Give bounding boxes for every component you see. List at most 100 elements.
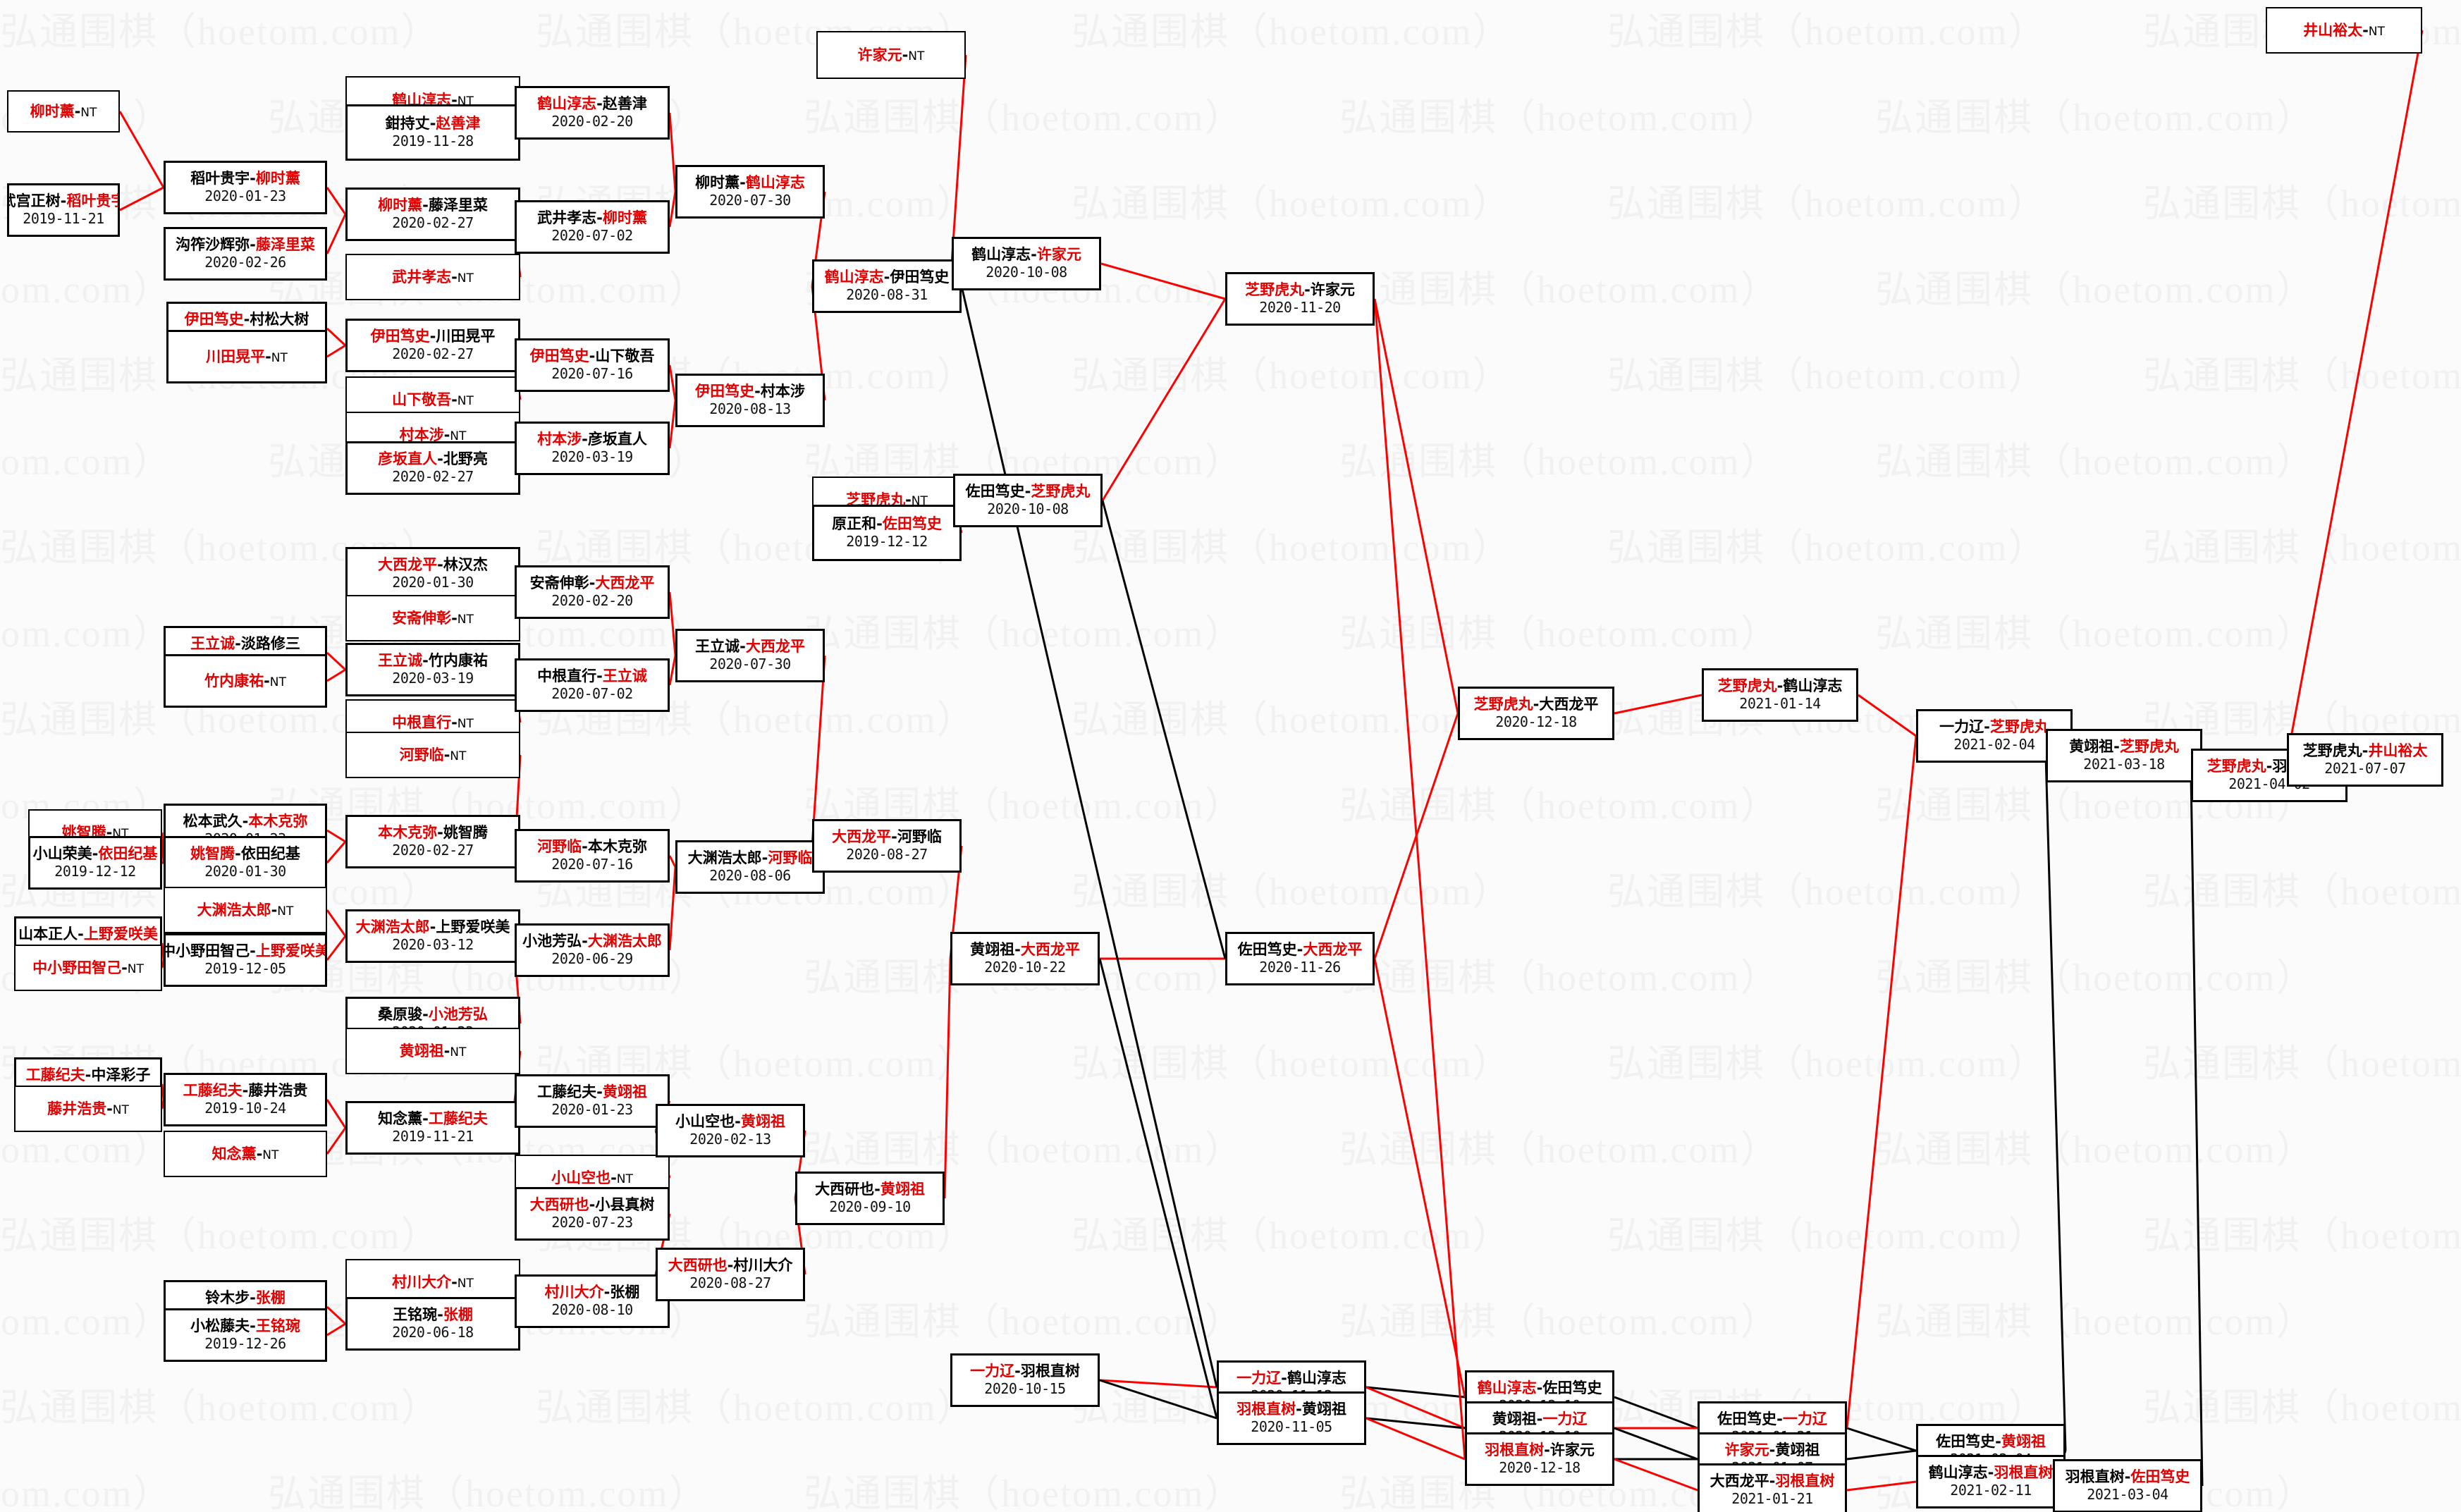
match-node[interactable]: 柳时薰-藤泽里菜 2020-02-27 [345, 188, 520, 241]
match-node[interactable]: 河野临-NT [345, 732, 520, 778]
player-two: 许家元 [1036, 246, 1081, 264]
match-node[interactable]: 小池芳弘-大渊浩太郎 2020-06-29 [515, 923, 670, 977]
match-node[interactable]: 工藤纪夫-藤井浩贵 2019-10-24 [164, 1073, 327, 1126]
match-players: 小山空也-NT [551, 1169, 633, 1187]
match-players: 伊田笃史-川田晃平 [371, 328, 496, 345]
match-node[interactable]: 彦坂直人-北野亮 2020-02-27 [345, 441, 520, 495]
match-node[interactable]: 大西研也-小县真树 2020-07-23 [515, 1187, 670, 1241]
match-date: 2019-12-05 [204, 960, 286, 978]
match-node[interactable]: 羽根直树-黄翊祖 2020-11-05 [1217, 1391, 1366, 1445]
match-node[interactable]: 小松藤夫-王铭琬 2019-12-26 [164, 1308, 327, 1362]
match-node[interactable]: 藤井浩贵-NT [14, 1086, 162, 1132]
match-node[interactable]: 芝野虎丸-鹤山淳志 2021-01-14 [1702, 668, 1858, 722]
bracket-edge [161, 1083, 165, 1100]
match-node[interactable]: 黄翊祖-芝野虎丸 2021-03-18 [2046, 729, 2202, 782]
player-one: 工藤纪夫 [25, 1067, 85, 1084]
match-node[interactable]: 一力辽-羽根直树 2020-10-15 [950, 1353, 1100, 1407]
match-node[interactable]: 芝野虎丸-井山裕太 2021-07-07 [2287, 733, 2443, 787]
player-one: 中根直行 [537, 668, 597, 685]
match-node[interactable]: 沟筰沙辉弥-藤泽里菜 2020-02-26 [164, 227, 327, 281]
match-node[interactable]: 鉗持丈-赵善津 2019-11-28 [345, 104, 520, 161]
match-node[interactable]: 一力辽-芝野虎丸 2021-02-04 [1916, 709, 2073, 763]
match-node[interactable]: 中根直行-王立诚 2020-07-02 [515, 658, 670, 712]
match-node[interactable]: 川田晃平-NT [166, 330, 327, 383]
player-two: 鹤山淳志 [745, 174, 805, 192]
match-node[interactable]: 佐田笃史-大西龙平 2020-11-26 [1225, 932, 1375, 985]
match-node[interactable]: 芝野虎丸-大西龙平 2020-12-18 [1458, 687, 1614, 740]
player-one: 鹤山淳志 [824, 269, 884, 286]
match-node[interactable]: 本木克弥-姚智腾 2020-02-27 [345, 815, 520, 868]
match-node[interactable]: 村川大介-张棚 2020-08-10 [515, 1274, 670, 1328]
match-players: 佐田笃史-大西龙平 [1238, 941, 1363, 959]
match-node[interactable]: 小山空也-黄翊祖 2020-02-13 [656, 1104, 805, 1157]
match-node[interactable]: 大西龙平-羽根直树 2021-01-21 [1698, 1463, 1847, 1512]
match-node[interactable]: 大西龙平-河野临 2020-08-27 [812, 819, 962, 873]
match-node[interactable]: 许家元-NT [816, 31, 966, 79]
match-players: 武宫正树-稻叶贵宇 [9, 192, 118, 210]
match-node[interactable]: 佐田笃史-芝野虎丸 2020-10-08 [953, 474, 1103, 527]
match-node[interactable]: 村本涉-彦坂直人 2020-03-19 [515, 422, 670, 475]
match-node[interactable]: 鹤山淳志-许家元 2020-10-08 [952, 237, 1101, 290]
player-two: NT [457, 612, 474, 627]
match-node[interactable]: 王立诚-大西龙平 2020-07-30 [675, 629, 825, 682]
separator: - [2266, 758, 2273, 775]
match-node[interactable]: 小山荣美-依田纪基 2019-12-12 [28, 836, 162, 890]
match-node[interactable]: 鹤山淳志-羽根直树 2021-02-11 [1916, 1455, 2066, 1508]
match-node[interactable]: 黄翊祖-大西龙平 2020-10-22 [950, 932, 1100, 985]
match-players: 黄翊祖-一力辽 [1492, 1410, 1588, 1428]
match-node[interactable]: 伊田笃史-川田晃平 2020-02-27 [345, 319, 520, 372]
separator: - [242, 813, 249, 830]
match-players: 中小野田智己-NT [32, 959, 144, 977]
separator: - [121, 959, 128, 976]
match-node[interactable]: 黄翊祖-NT [345, 1028, 520, 1074]
match-node[interactable]: 原正和-佐田笃史 2019-12-12 [812, 505, 962, 561]
match-node[interactable]: 大西研也-村川大介 2020-08-27 [656, 1248, 805, 1301]
match-node[interactable]: 武井孝志-NT [345, 254, 520, 300]
match-players: 鉗持丈-赵善津 [386, 115, 481, 133]
match-node[interactable]: 大渊浩太郎-河野临 2020-08-06 [675, 840, 825, 894]
match-node[interactable]: 伊田笃史-山下敬吾 2020-07-16 [515, 338, 670, 392]
match-node[interactable]: 知念薰-工藤纪夫 2019-11-21 [345, 1101, 520, 1155]
match-node[interactable]: 大渊浩太郎-上野爱咲美 2020-03-12 [345, 909, 520, 963]
match-node[interactable]: 柳时薰-鹤山淳志 2020-07-30 [675, 165, 825, 219]
match-node[interactable]: 知念薰-NT [164, 1131, 327, 1177]
match-node[interactable]: 姚智腾-依田纪基 2020-01-30 [164, 836, 327, 890]
match-node[interactable]: 井山裕太-NT [2266, 7, 2422, 54]
match-node[interactable]: 河野临-本木克弥 2020-07-16 [515, 829, 670, 883]
player-one: 柳时薰 [378, 197, 423, 214]
match-node[interactable]: 羽根直树-佐田笃史 2021-03-04 [2053, 1459, 2202, 1512]
match-node[interactable]: 伊田笃史-村本涉 2020-08-13 [675, 374, 825, 427]
match-node[interactable]: 安斋伸彰-大西龙平 2020-02-20 [515, 565, 670, 619]
match-players: 松本武久-本木克弥 [183, 813, 308, 830]
match-node[interactable]: 大渊浩太郎-NT [164, 887, 327, 933]
match-node[interactable]: 鹤山淳志-伊田笃史 2020-08-31 [812, 259, 962, 313]
separator: - [422, 652, 429, 670]
bracket-edge [1373, 298, 1466, 1460]
match-node[interactable]: 芝野虎丸-许家元 2020-11-20 [1225, 272, 1375, 326]
match-node[interactable]: 大西研也-黄翊祖 2020-09-10 [795, 1172, 945, 1225]
match-node[interactable]: 稻叶贵宇-柳时薰 2020-01-23 [164, 161, 327, 214]
match-node[interactable]: 大西龙平-林汉杰 2020-01-30 [345, 547, 520, 601]
separator: - [876, 515, 883, 533]
match-node[interactable]: 中小野田智己-上野爱咲美 2019-12-05 [164, 933, 327, 987]
match-node[interactable]: 羽根直树-许家元 2020-12-18 [1465, 1432, 1614, 1486]
bracket-edge [161, 942, 165, 961]
match-node[interactable]: 竹内康祐-NT [164, 654, 327, 708]
bracket-edge [1614, 1458, 1698, 1492]
player-one: 中小野田智己 [32, 959, 122, 976]
match-node[interactable]: 安斋伸彰-NT [345, 595, 520, 641]
match-node[interactable]: 工藤纪夫-黄翊祖 2020-01-23 [515, 1074, 670, 1128]
separator: - [589, 574, 596, 592]
match-players: 工藤纪夫-黄翊祖 [537, 1083, 647, 1101]
player-one: 大西研也 [815, 1181, 875, 1198]
match-node[interactable]: 中小野田智己-NT [14, 945, 162, 991]
player-one: 桑原骏 [378, 1006, 423, 1024]
match-node[interactable]: 王铭琬-张棚 2020-06-18 [345, 1297, 520, 1351]
match-node[interactable]: 武井孝志-柳时薰 2020-07-02 [515, 200, 670, 254]
match-node[interactable]: 武宫正树-稻叶贵宇 2019-11-21 [7, 183, 120, 237]
match-node[interactable]: 鹤山淳志-赵善津 2020-02-20 [515, 86, 670, 140]
match-node[interactable]: 王立诚-竹内康祐 2020-03-19 [345, 643, 520, 696]
match-node[interactable]: 柳时薰-NT [7, 90, 120, 133]
match-players: 武井孝志-柳时薰 [537, 209, 647, 227]
player-two: NT [450, 1045, 467, 1059]
